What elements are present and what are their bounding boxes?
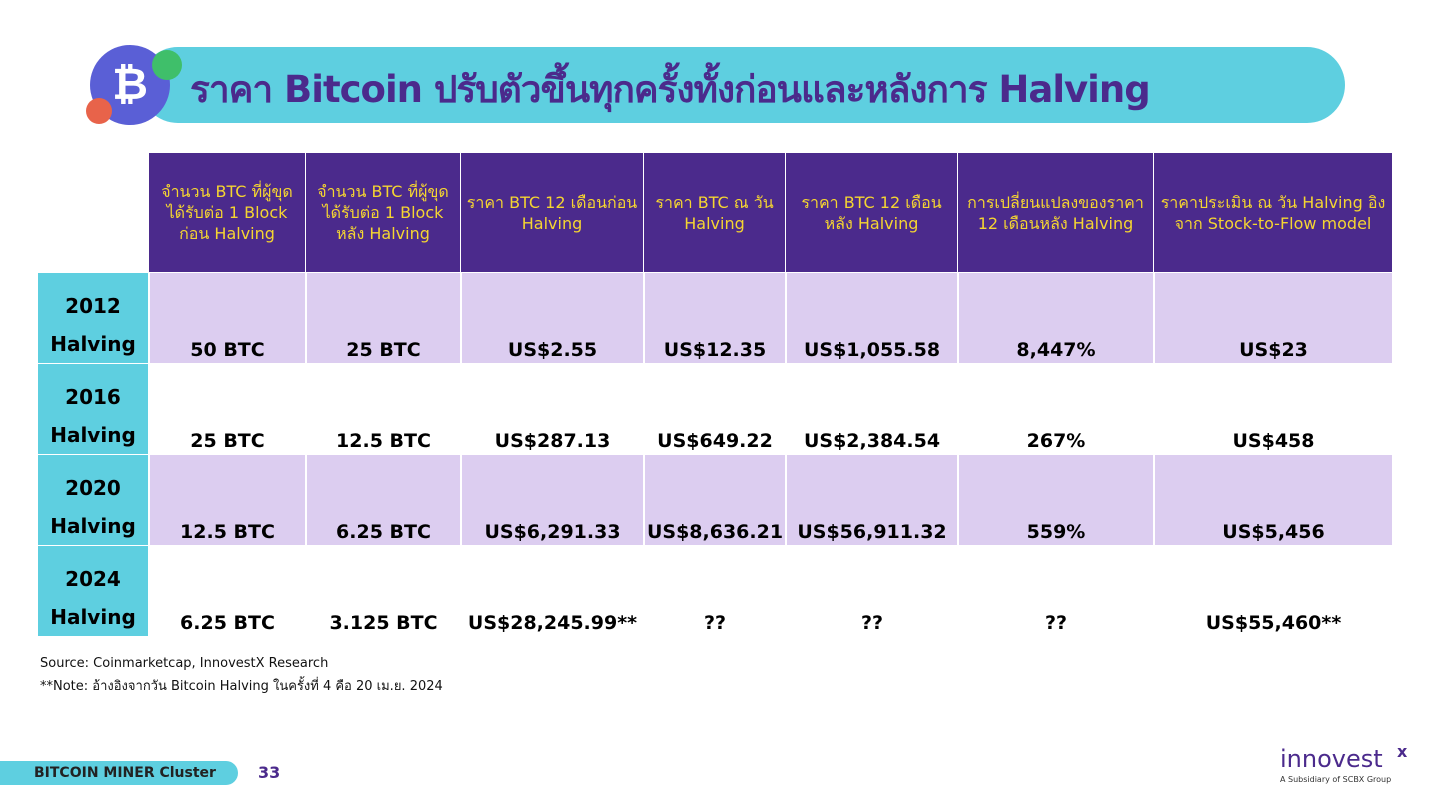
cell: US$287.13 <box>460 363 643 454</box>
cell: 25 BTC <box>148 363 305 454</box>
cell: 12.5 BTC <box>148 454 305 545</box>
table: จำนวน BTC ที่ผู้ขุดได้รับต่อ 1 Block ก่อ… <box>38 153 1392 636</box>
cell: 25 BTC <box>305 272 460 363</box>
cell: US$23 <box>1153 272 1392 363</box>
column-header: จำนวน BTC ที่ผู้ขุดได้รับต่อ 1 Block หลั… <box>305 153 460 272</box>
column-header: ราคา BTC ณ วัน Halving <box>643 153 785 272</box>
title-banner <box>140 47 1345 123</box>
cell: US$28,245.99** <box>460 545 643 636</box>
column-header: ราคา BTC 12 เดือน หลัง Halving <box>785 153 957 272</box>
cell: US$5,456 <box>1153 454 1392 545</box>
corner <box>38 153 148 272</box>
cell: ?? <box>643 545 785 636</box>
logo-subtitle: A Subsidiary of SCBX Group <box>1280 775 1392 784</box>
title: ราคา Bitcoin ปรับตัวขึ้นทุกครั้งทั้งก่อน… <box>190 68 1151 111</box>
row-label: 2016 Halving <box>38 363 148 454</box>
cell: 8,447% <box>957 272 1153 363</box>
source: Source: Coinmarketcap, InnovestX Researc… <box>40 656 329 671</box>
down-icon <box>86 98 112 124</box>
column-header: ราคาประเมิน ณ วัน Halving อิงจาก Stock-t… <box>1153 153 1392 272</box>
cell: US$2,384.54 <box>785 363 957 454</box>
row-label: 2020 Halving <box>38 454 148 545</box>
cell: US$56,911.32 <box>785 454 957 545</box>
cell: US$55,460** <box>1153 545 1392 636</box>
cell: US$1,055.58 <box>785 272 957 363</box>
page-number: 33 <box>258 763 281 782</box>
badge: BITCOIN MINER Cluster <box>0 761 238 785</box>
cell: US$12.35 <box>643 272 785 363</box>
up-icon <box>152 50 182 80</box>
cell: 559% <box>957 454 1153 545</box>
cell: US$458 <box>1153 363 1392 454</box>
note: **Note: อ้างอิงจากวัน Bitcoin Halving ใน… <box>40 679 443 694</box>
cell: ?? <box>785 545 957 636</box>
cell: 267% <box>957 363 1153 454</box>
row-label: 2024 Halving <box>38 545 148 636</box>
column-header: ราคา BTC 12 เดือนก่อน Halving <box>460 153 643 272</box>
cell: 6.25 BTC <box>148 545 305 636</box>
cell: 50 BTC <box>148 272 305 363</box>
cell: US$8,636.21 <box>643 454 785 545</box>
cell: 6.25 BTC <box>305 454 460 545</box>
cell: US$2.55 <box>460 272 643 363</box>
logo-mark: x <box>1397 742 1408 761</box>
cell: US$6,291.33 <box>460 454 643 545</box>
logo: innovest <box>1280 745 1383 773</box>
column-header: จำนวน BTC ที่ผู้ขุดได้รับต่อ 1 Block ก่อ… <box>148 153 305 272</box>
cell: 3.125 BTC <box>305 545 460 636</box>
cell: 12.5 BTC <box>305 363 460 454</box>
row-label: 2012 Halving <box>38 272 148 363</box>
cell: ?? <box>957 545 1153 636</box>
column-header: การเปลี่ยนแปลงของราคา 12 เดือนหลัง Halvi… <box>957 153 1153 272</box>
cell: US$649.22 <box>643 363 785 454</box>
